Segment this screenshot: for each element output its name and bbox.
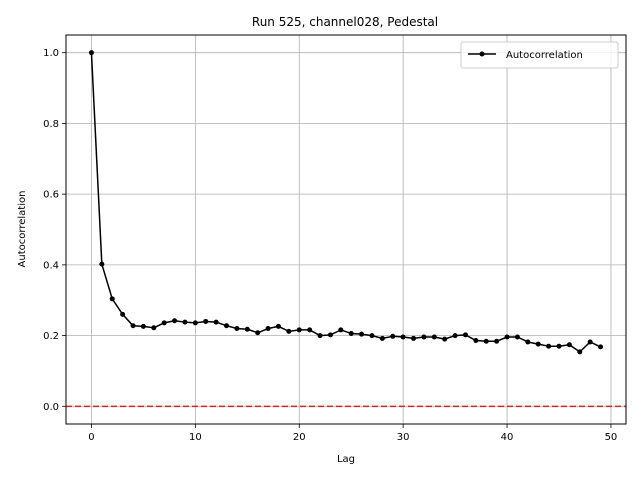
data-point [327,332,333,338]
x-tick-label: 40 [501,432,514,443]
data-point [369,333,375,339]
data-point [130,323,136,329]
x-tick-label: 10 [189,432,202,443]
data-point [556,343,562,349]
chart-title: Run 525, channel028, Pedestal [252,15,438,29]
data-point [140,323,146,329]
data-point [598,344,604,350]
data-point [473,338,479,344]
data-point [483,338,489,344]
data-point [338,327,344,333]
data-point [265,326,271,332]
x-axis-label: Lag [337,454,355,465]
data-point [462,332,468,338]
data-point [587,339,593,345]
data-point [504,334,510,340]
data-point [109,296,115,302]
data-point [390,333,396,339]
data-point [411,335,417,341]
x-tick-label: 50 [605,432,618,443]
data-point [577,349,583,355]
data-point [296,327,302,333]
series-group [88,50,604,355]
data-point [452,333,458,339]
data-point [244,326,250,332]
data-point [203,318,209,324]
data-point [213,319,219,325]
data-point [421,334,427,340]
data-point [182,319,188,325]
data-point [172,318,178,324]
data-point [546,343,552,349]
legend-entry-autocorrelation: Autocorrelation [506,50,583,61]
data-point [525,339,531,345]
legend: Autocorrelation [460,41,619,69]
data-point [120,311,126,317]
x-tick-label: 0 [88,432,94,443]
data-point [307,327,313,333]
data-point [192,320,198,326]
y-tick-label: 0.0 [43,402,59,413]
data-point [359,331,365,337]
x-tick-label: 30 [397,432,410,443]
y-tick-label: 0.6 [43,190,59,201]
data-point [514,334,520,340]
y-axis-label: Autocorrelation [17,191,28,268]
data-point [431,334,437,340]
data-point [161,320,167,326]
data-point [151,325,157,331]
x-tick-label: 20 [293,432,306,443]
data-point [379,335,385,341]
data-point [317,333,323,339]
data-point [535,341,541,347]
data-point [348,330,354,336]
axes-frame [65,34,627,425]
data-point [275,323,281,329]
data-point [494,338,500,344]
data-point [566,342,572,348]
x-axis: 0 10 20 30 40 50 [88,424,617,443]
data-point [88,50,94,56]
data-point [99,261,105,267]
legend-box [460,41,619,69]
y-tick-label: 0.4 [43,260,59,271]
data-point [224,323,230,329]
data-point [442,336,448,342]
data-point [234,326,240,332]
data-point [400,334,406,340]
data-point [286,328,292,334]
data-point [255,330,261,336]
y-tick-label: 1.0 [43,48,59,59]
y-tick-label: 0.2 [43,331,59,342]
legend-marker-sample [479,51,485,57]
y-tick-label: 0.8 [43,119,59,130]
y-axis: 0.0 0.2 0.4 0.6 0.8 1.0 [43,48,66,413]
